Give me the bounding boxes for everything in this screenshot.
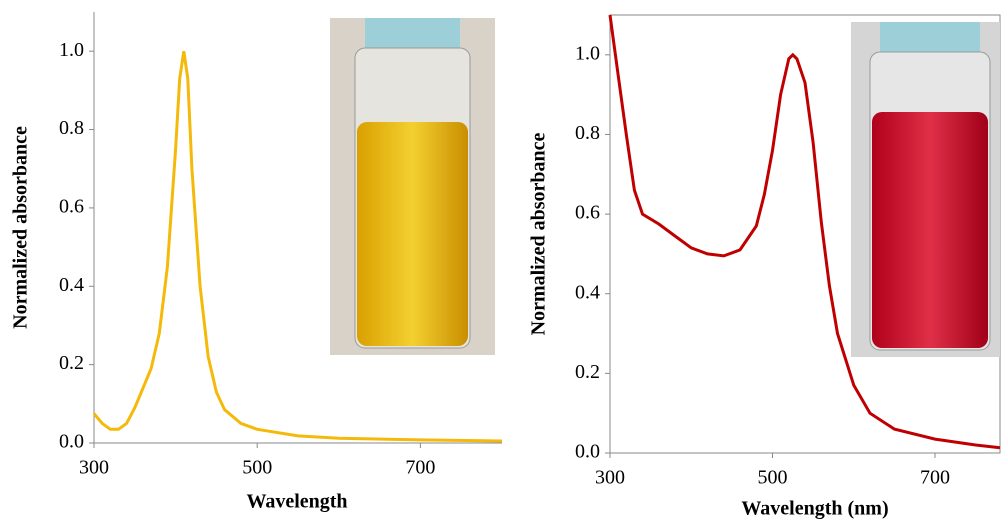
x-axis-label: Wavelength (nm): [741, 498, 888, 520]
x-tick-label: 500: [242, 457, 272, 479]
inset-photo-yellow: [330, 18, 495, 355]
x-tick-label: 300: [79, 457, 109, 479]
y-tick-label: 0.4: [575, 281, 600, 303]
y-tick-label: 0.6: [575, 202, 600, 224]
x-tick-label: 700: [920, 467, 950, 489]
x-tick-label: 300: [595, 467, 625, 489]
y-tick-label: 0.2: [59, 352, 84, 374]
y-tick-label: 0.4: [59, 274, 84, 296]
y-axis-label: Normalized absorbance: [528, 133, 550, 336]
y-tick-label: 0.0: [575, 441, 600, 463]
y-tick-label: 0.6: [59, 196, 84, 218]
x-axis-label: Wavelength: [246, 491, 347, 513]
figure: 0.0 0.2 0.4 0.6 0.8 1.0 300 500 700 Wavelength Nor…: [0, 0, 1002, 522]
y-tick-label: 1.0: [59, 39, 84, 61]
y-tick-label: 0.2: [575, 361, 600, 383]
x-tick-label: 500: [758, 467, 788, 489]
inset-photo-red: [851, 22, 1000, 357]
y-tick-label: 0.0: [59, 431, 84, 453]
y-tick-label: 0.8: [575, 122, 600, 144]
y-axis-label: Normalized absorbance: [10, 126, 32, 329]
y-tick-label: 1.0: [575, 42, 600, 64]
x-tick-label: 700: [405, 457, 435, 479]
y-tick-label: 0.8: [59, 117, 84, 139]
